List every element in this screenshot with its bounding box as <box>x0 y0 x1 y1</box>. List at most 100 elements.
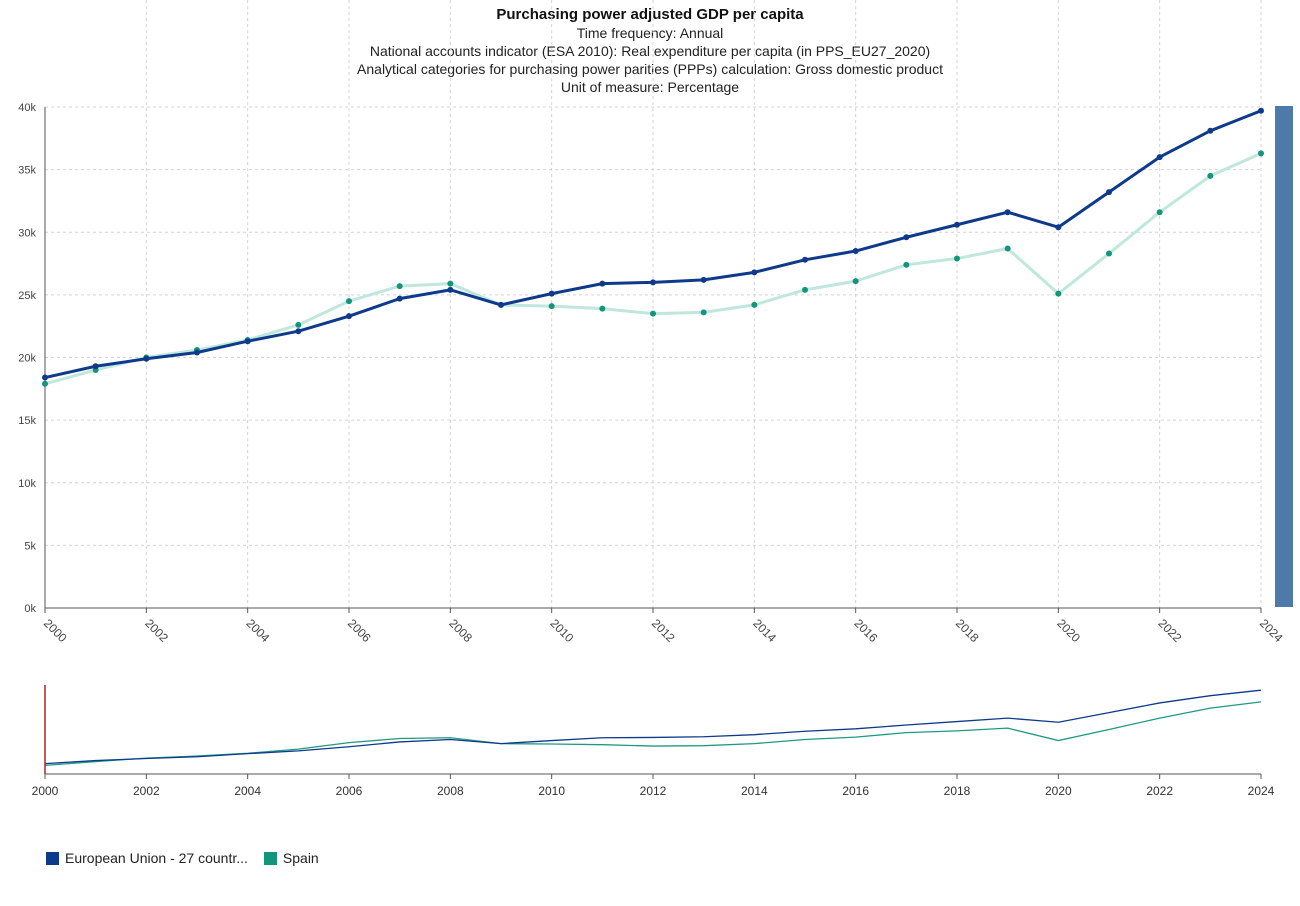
point-spain-2021 <box>1106 250 1112 257</box>
navigator-x-tick-label-2018: 2018 <box>944 784 971 798</box>
y-tick-label-15k: 15k <box>18 415 36 427</box>
point-spain-2018 <box>954 255 960 262</box>
navigator-x-tick-label-2012: 2012 <box>640 784 667 798</box>
x-tick-label-2020: 2020 <box>1054 616 1083 645</box>
point-eu-2010 <box>548 290 555 297</box>
legend-swatch-spain <box>263 851 277 865</box>
point-eu-2023 <box>1207 127 1214 134</box>
navigator[interactable]: 2000 2002 2004 2006 2008 2010 2012 2014 2016 2018… <box>32 685 1275 798</box>
point-spain-2012 <box>650 310 656 317</box>
navigator-x-tick-label-2016: 2016 <box>842 784 869 798</box>
point-eu-2022 <box>1156 154 1163 161</box>
navigator-x-tick-label-2006: 2006 <box>336 784 363 798</box>
point-spain-2024 <box>1258 150 1264 157</box>
legend-swatch-eu <box>46 851 59 865</box>
y-tick-label-40k: 40k <box>18 102 36 114</box>
point-eu-2005 <box>295 328 302 335</box>
y-tick-label-30k: 30k <box>18 227 36 239</box>
point-spain-2000 <box>42 380 48 387</box>
point-eu-2024 <box>1258 107 1264 114</box>
x-tick-label-2000: 2000 <box>41 616 70 645</box>
navigator-x-tick-label-2000: 2000 <box>32 784 59 798</box>
chart-subtitle-unit: Unit of measure: Percentage <box>561 79 739 95</box>
navigator-x-tick-label-2020: 2020 <box>1045 784 1072 798</box>
point-eu-2014 <box>751 269 758 276</box>
point-spain-2017 <box>903 261 910 268</box>
x-tick-label-2022: 2022 <box>1156 616 1185 645</box>
point-eu-2017 <box>903 234 910 241</box>
y-tick-label-35k: 35k <box>18 165 36 177</box>
legend: European Union - 27 countr... Spain <box>46 850 335 866</box>
point-spain-2006 <box>346 298 352 305</box>
chart-subtitle-indicator: National accounts indicator (ESA 2010): … <box>370 43 930 59</box>
y-tick-label-20k: 20k <box>18 353 36 365</box>
point-eu-2011 <box>599 280 606 287</box>
x-tick-label-2024: 2024 <box>1257 616 1286 645</box>
y-tick-label-5k: 5k <box>24 540 36 552</box>
x-tick-label-2010: 2010 <box>548 616 577 645</box>
chart-title-group: Purchasing power adjusted GDP per capita… <box>357 6 943 95</box>
point-spain-2010 <box>548 303 555 310</box>
navigator-x-tick-label-2024: 2024 <box>1248 784 1275 798</box>
point-spain-2011 <box>599 305 606 312</box>
navigator-x-tick-label-2008: 2008 <box>437 784 464 798</box>
legend-item-eu[interactable]: European Union - 27 countr... <box>46 850 248 866</box>
navigator-x-tick-label-2002: 2002 <box>133 784 160 798</box>
point-eu-2008 <box>447 286 454 293</box>
x-tick-label-2002: 2002 <box>142 616 171 645</box>
point-eu-2001 <box>92 363 99 370</box>
navigator-x-tick-label-2014: 2014 <box>741 784 768 798</box>
chart-subtitle-frequency: Time frequency: Annual <box>577 25 724 41</box>
point-eu-2002 <box>143 355 150 362</box>
point-eu-2007 <box>396 295 403 302</box>
x-tick-label-2016: 2016 <box>852 616 881 645</box>
legend-item-spain[interactable]: Spain <box>263 850 319 866</box>
point-eu-2018 <box>954 221 960 228</box>
legend-label-spain: Spain <box>282 850 319 866</box>
x-tick-label-2012: 2012 <box>649 616 678 645</box>
axis-layer: 0k 5k 10k 15k 20k 25k 30k 35k 40k 2000 2002 2004 200… <box>18 102 1286 645</box>
x-tick-label-2006: 2006 <box>345 616 374 645</box>
point-eu-2003 <box>194 349 200 356</box>
navigator-x-tick-label-2010: 2010 <box>538 784 565 798</box>
point-spain-2008 <box>447 280 454 287</box>
x-tick-label-2018: 2018 <box>953 616 982 645</box>
point-eu-2012 <box>650 279 656 286</box>
navigator-series-eu <box>44 689 1262 765</box>
point-spain-2020 <box>1055 290 1062 297</box>
point-eu-2020 <box>1055 224 1062 231</box>
x-tick-label-2004: 2004 <box>244 616 273 645</box>
point-spain-2019 <box>1004 245 1011 252</box>
vertical-scrollbar[interactable] <box>1275 106 1293 607</box>
legend-label-eu: European Union - 27 countr... <box>65 850 248 866</box>
point-eu-2000 <box>42 374 48 381</box>
series-layer <box>42 107 1264 387</box>
point-eu-2021 <box>1106 189 1112 196</box>
navigator-x-tick-label-2004: 2004 <box>234 784 261 798</box>
point-eu-2009 <box>498 301 504 308</box>
point-spain-2015 <box>802 286 808 293</box>
x-tick-label-2014: 2014 <box>750 616 779 645</box>
navigator-series-spain <box>44 701 1262 767</box>
point-spain-2016 <box>852 278 859 285</box>
grid-layer <box>45 0 1262 608</box>
point-eu-2013 <box>700 276 707 283</box>
y-tick-label-10k: 10k <box>18 478 36 490</box>
point-spain-2005 <box>295 321 302 328</box>
point-spain-2014 <box>751 301 758 308</box>
y-tick-label-0k: 0k <box>24 603 36 615</box>
point-eu-2006 <box>346 313 352 320</box>
point-spain-2023 <box>1207 172 1214 179</box>
y-tick-label-25k: 25k <box>18 290 36 302</box>
point-spain-2013 <box>700 309 707 316</box>
navigator-x-tick-label-2022: 2022 <box>1146 784 1173 798</box>
point-eu-2016 <box>852 248 859 255</box>
chart-subtitle-ppp-category: Analytical categories for purchasing pow… <box>357 61 943 77</box>
chart-title: Purchasing power adjusted GDP per capita <box>496 6 804 23</box>
x-tick-label-2008: 2008 <box>446 616 475 645</box>
point-spain-2022 <box>1156 209 1163 216</box>
point-eu-2004 <box>244 338 251 345</box>
point-spain-2007 <box>396 283 403 290</box>
point-eu-2015 <box>802 256 808 263</box>
